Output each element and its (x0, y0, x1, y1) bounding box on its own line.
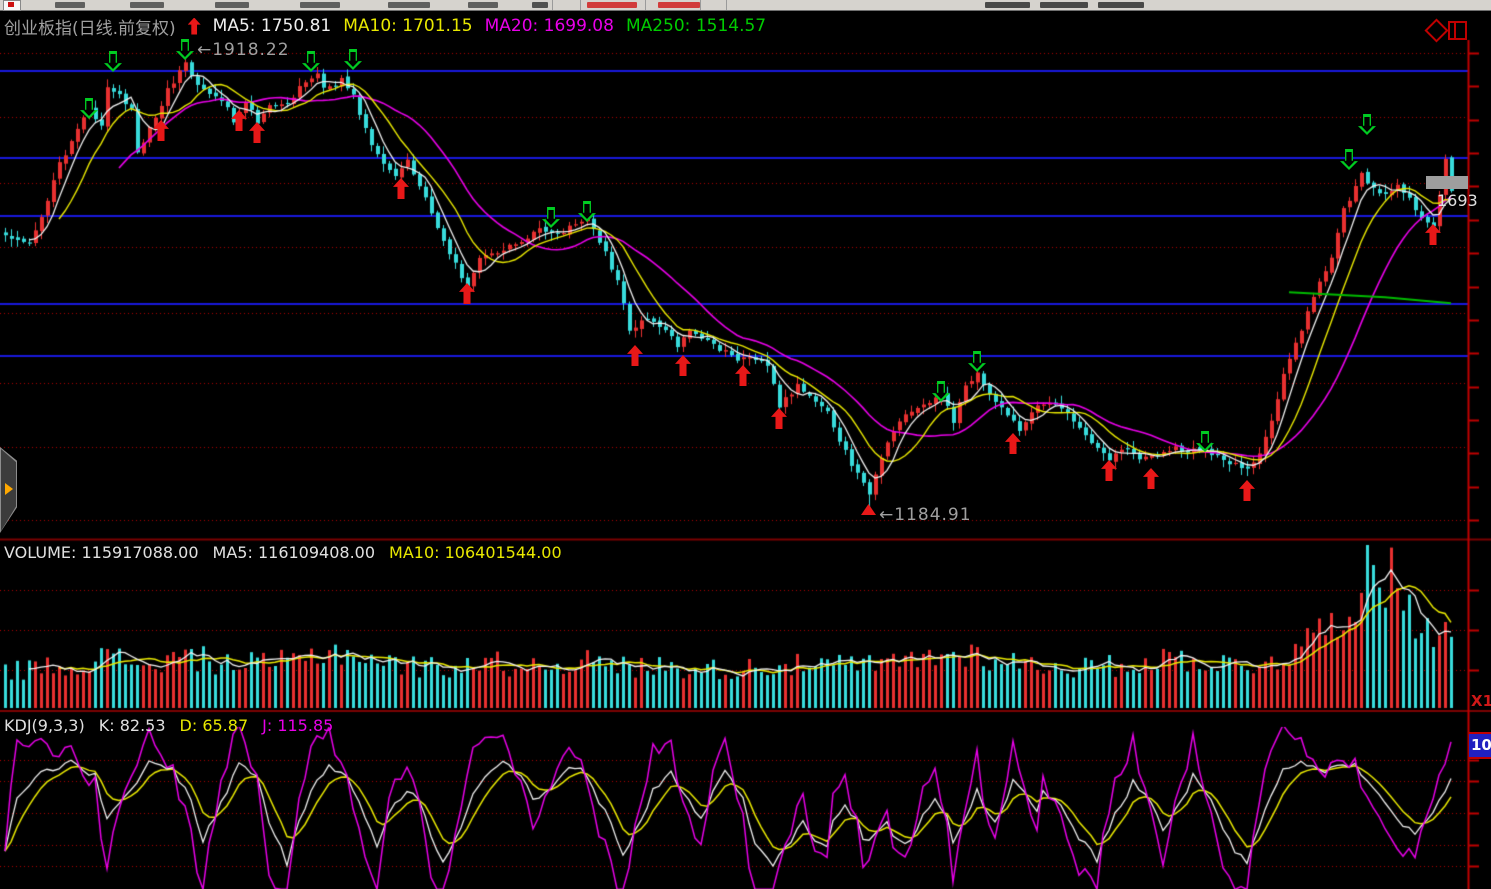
price-up-arrow-icon (187, 17, 201, 35)
menu-item-fragment[interactable] (388, 2, 430, 8)
menu-item-fragment[interactable] (300, 2, 340, 8)
menu-item-fragment[interactable] (55, 2, 85, 8)
menu-divider (645, 0, 646, 10)
menu-item-fragment[interactable] (1098, 2, 1144, 8)
kdj-j-value: J: 115.85 (262, 716, 334, 735)
volume-scale-label[interactable]: X1 (1471, 692, 1491, 710)
chart-title-bar: 创业板指(日线.前复权) MA5: 1750.81 MA10: 1701.15 … (4, 15, 767, 39)
high-price-annotation: ←1918.22 (197, 40, 290, 60)
current-price-marker (1426, 176, 1468, 189)
split-window-icon[interactable] (1448, 21, 1467, 40)
menu-item-fragment[interactable] (215, 2, 249, 8)
menu-item-fragment[interactable] (130, 2, 164, 8)
menu-divider (726, 0, 727, 10)
expand-arrow-icon (5, 483, 13, 495)
volume-ma5: MA5: 116109408.00 (212, 543, 376, 562)
menu-divider (700, 0, 701, 10)
volume-ma10: MA10: 106401544.00 (389, 543, 562, 562)
volume-header: VOLUME: 115917088.00 MA5: 116109408.00 M… (4, 543, 562, 562)
kdj-d-value: D: 65.87 (179, 716, 249, 735)
last-price-label: 1693 (1437, 191, 1478, 210)
menu-item-fragment[interactable] (985, 2, 1030, 8)
low-price-annotation: ←1184.91 (879, 505, 972, 525)
sidebar-expand-handle[interactable] (0, 447, 17, 533)
legend-ma20: MA20: 1699.08 (484, 16, 614, 36)
symbol-title: 创业板指(日线.前复权) (4, 18, 176, 39)
menu-divider (552, 0, 553, 10)
top-menu-bar[interactable] (0, 0, 1491, 11)
kdj-scale-badge[interactable]: 10 (1469, 732, 1491, 759)
low-point-marker-icon (861, 504, 876, 515)
kdj-k-value: K: 82.53 (98, 716, 166, 735)
menu-divider (580, 0, 581, 10)
menu-item-fragment[interactable] (532, 2, 548, 8)
kdj-header: KDJ(9,3,3) K: 82.53 D: 65.87 J: 115.85 (4, 716, 333, 735)
legend-ma10: MA10: 1701.15 (343, 16, 473, 36)
app-icon[interactable] (3, 0, 21, 11)
menu-item-fragment[interactable] (1040, 2, 1088, 8)
menu-item-fragment[interactable] (587, 2, 637, 8)
legend-ma250: MA250: 1514.57 (625, 16, 767, 36)
kdj-title: KDJ(9,3,3) (4, 716, 85, 735)
legend-ma5: MA5: 1750.81 (212, 16, 332, 36)
menu-item-fragment[interactable] (658, 2, 700, 8)
volume-value: VOLUME: 115917088.00 (4, 543, 199, 562)
menu-item-fragment[interactable] (468, 2, 498, 8)
